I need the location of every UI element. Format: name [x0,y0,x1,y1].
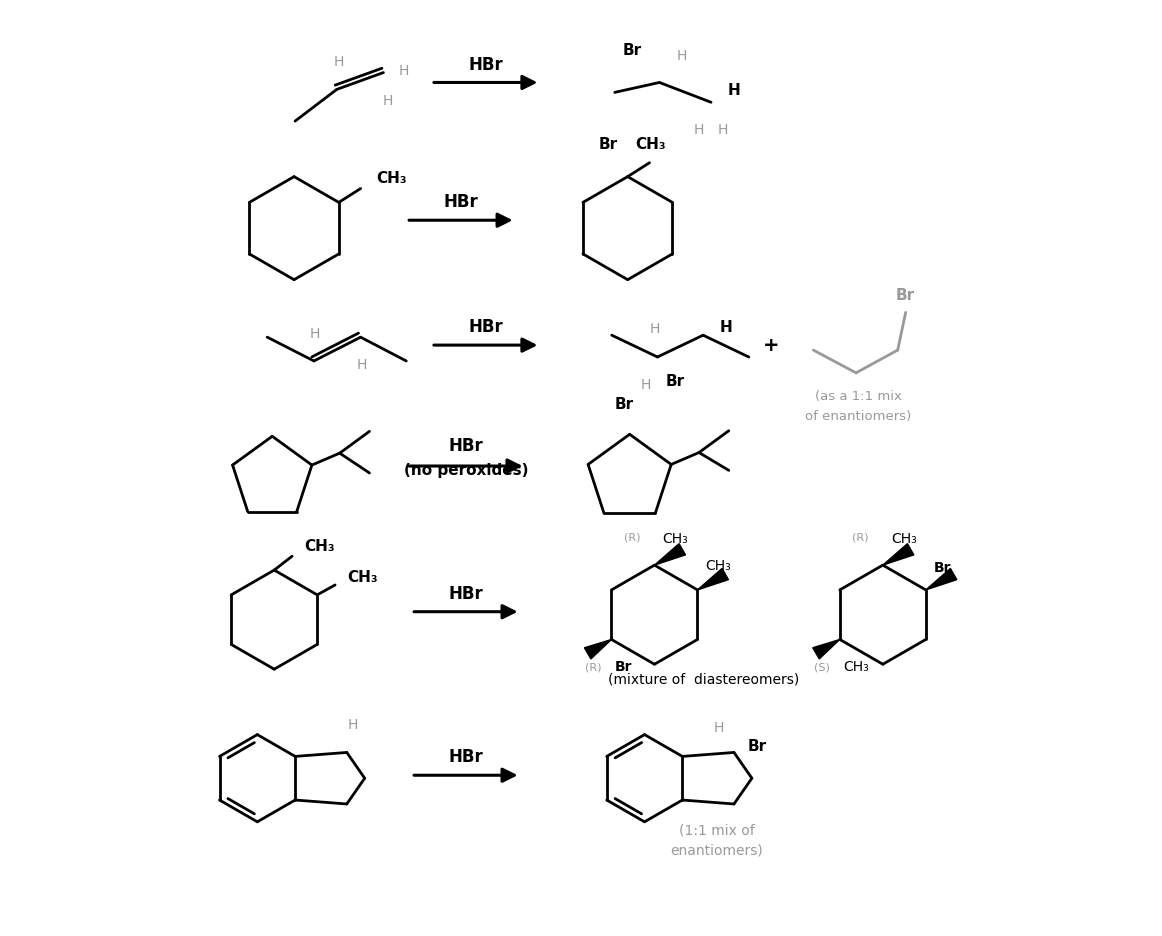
Polygon shape [654,544,686,565]
Text: CH₃: CH₃ [705,559,731,573]
Text: of enantiomers): of enantiomers) [805,410,911,423]
Text: H: H [694,123,704,137]
Text: (1:1 mix of: (1:1 mix of [680,824,755,838]
Text: Br: Br [934,561,952,575]
Text: H: H [347,718,358,732]
Text: +: + [762,336,779,355]
Text: CH₃: CH₃ [636,138,666,153]
Text: H: H [650,322,660,336]
Polygon shape [812,639,840,659]
Text: Br: Br [623,43,643,58]
Text: (as a 1:1 mix: (as a 1:1 mix [815,390,902,403]
Text: H: H [677,49,688,63]
Text: CH₃: CH₃ [842,660,868,674]
Text: H: H [727,83,740,98]
Text: CH₃: CH₃ [376,171,407,186]
Text: HBr: HBr [468,318,503,336]
Text: HBr: HBr [449,585,483,603]
Text: (mixture of  diastereomers): (mixture of diastereomers) [609,672,799,686]
Text: (S): (S) [815,662,830,672]
Text: HBr: HBr [449,437,483,455]
Polygon shape [584,639,611,659]
Text: CH₃: CH₃ [347,569,378,584]
Text: (R): (R) [584,662,602,672]
Polygon shape [697,568,729,590]
Text: CH₃: CH₃ [662,533,688,547]
Text: Br: Br [896,288,916,303]
Text: H: H [640,378,651,392]
Text: Br: Br [615,397,634,412]
Text: Br: Br [666,374,684,389]
Text: H: H [718,123,729,137]
Text: Br: Br [747,739,767,754]
Text: H: H [719,320,732,335]
Text: H: H [357,358,367,372]
Text: H: H [713,721,724,735]
Text: HBr: HBr [468,55,503,74]
Text: CH₃: CH₃ [304,539,335,554]
Text: (no peroxides): (no peroxides) [403,463,528,478]
Text: HBr: HBr [449,749,483,767]
Text: H: H [333,54,344,68]
Text: (R): (R) [853,533,869,542]
Text: CH₃: CH₃ [891,533,917,547]
Text: (R): (R) [624,533,640,542]
Text: HBr: HBr [444,194,479,212]
Polygon shape [926,568,956,590]
Polygon shape [883,544,913,565]
Text: H: H [310,328,320,342]
Text: enantiomers): enantiomers) [670,843,763,857]
Text: H: H [382,95,393,109]
Text: Br: Br [598,138,617,153]
Text: Br: Br [615,660,632,674]
Text: H: H [399,64,409,78]
